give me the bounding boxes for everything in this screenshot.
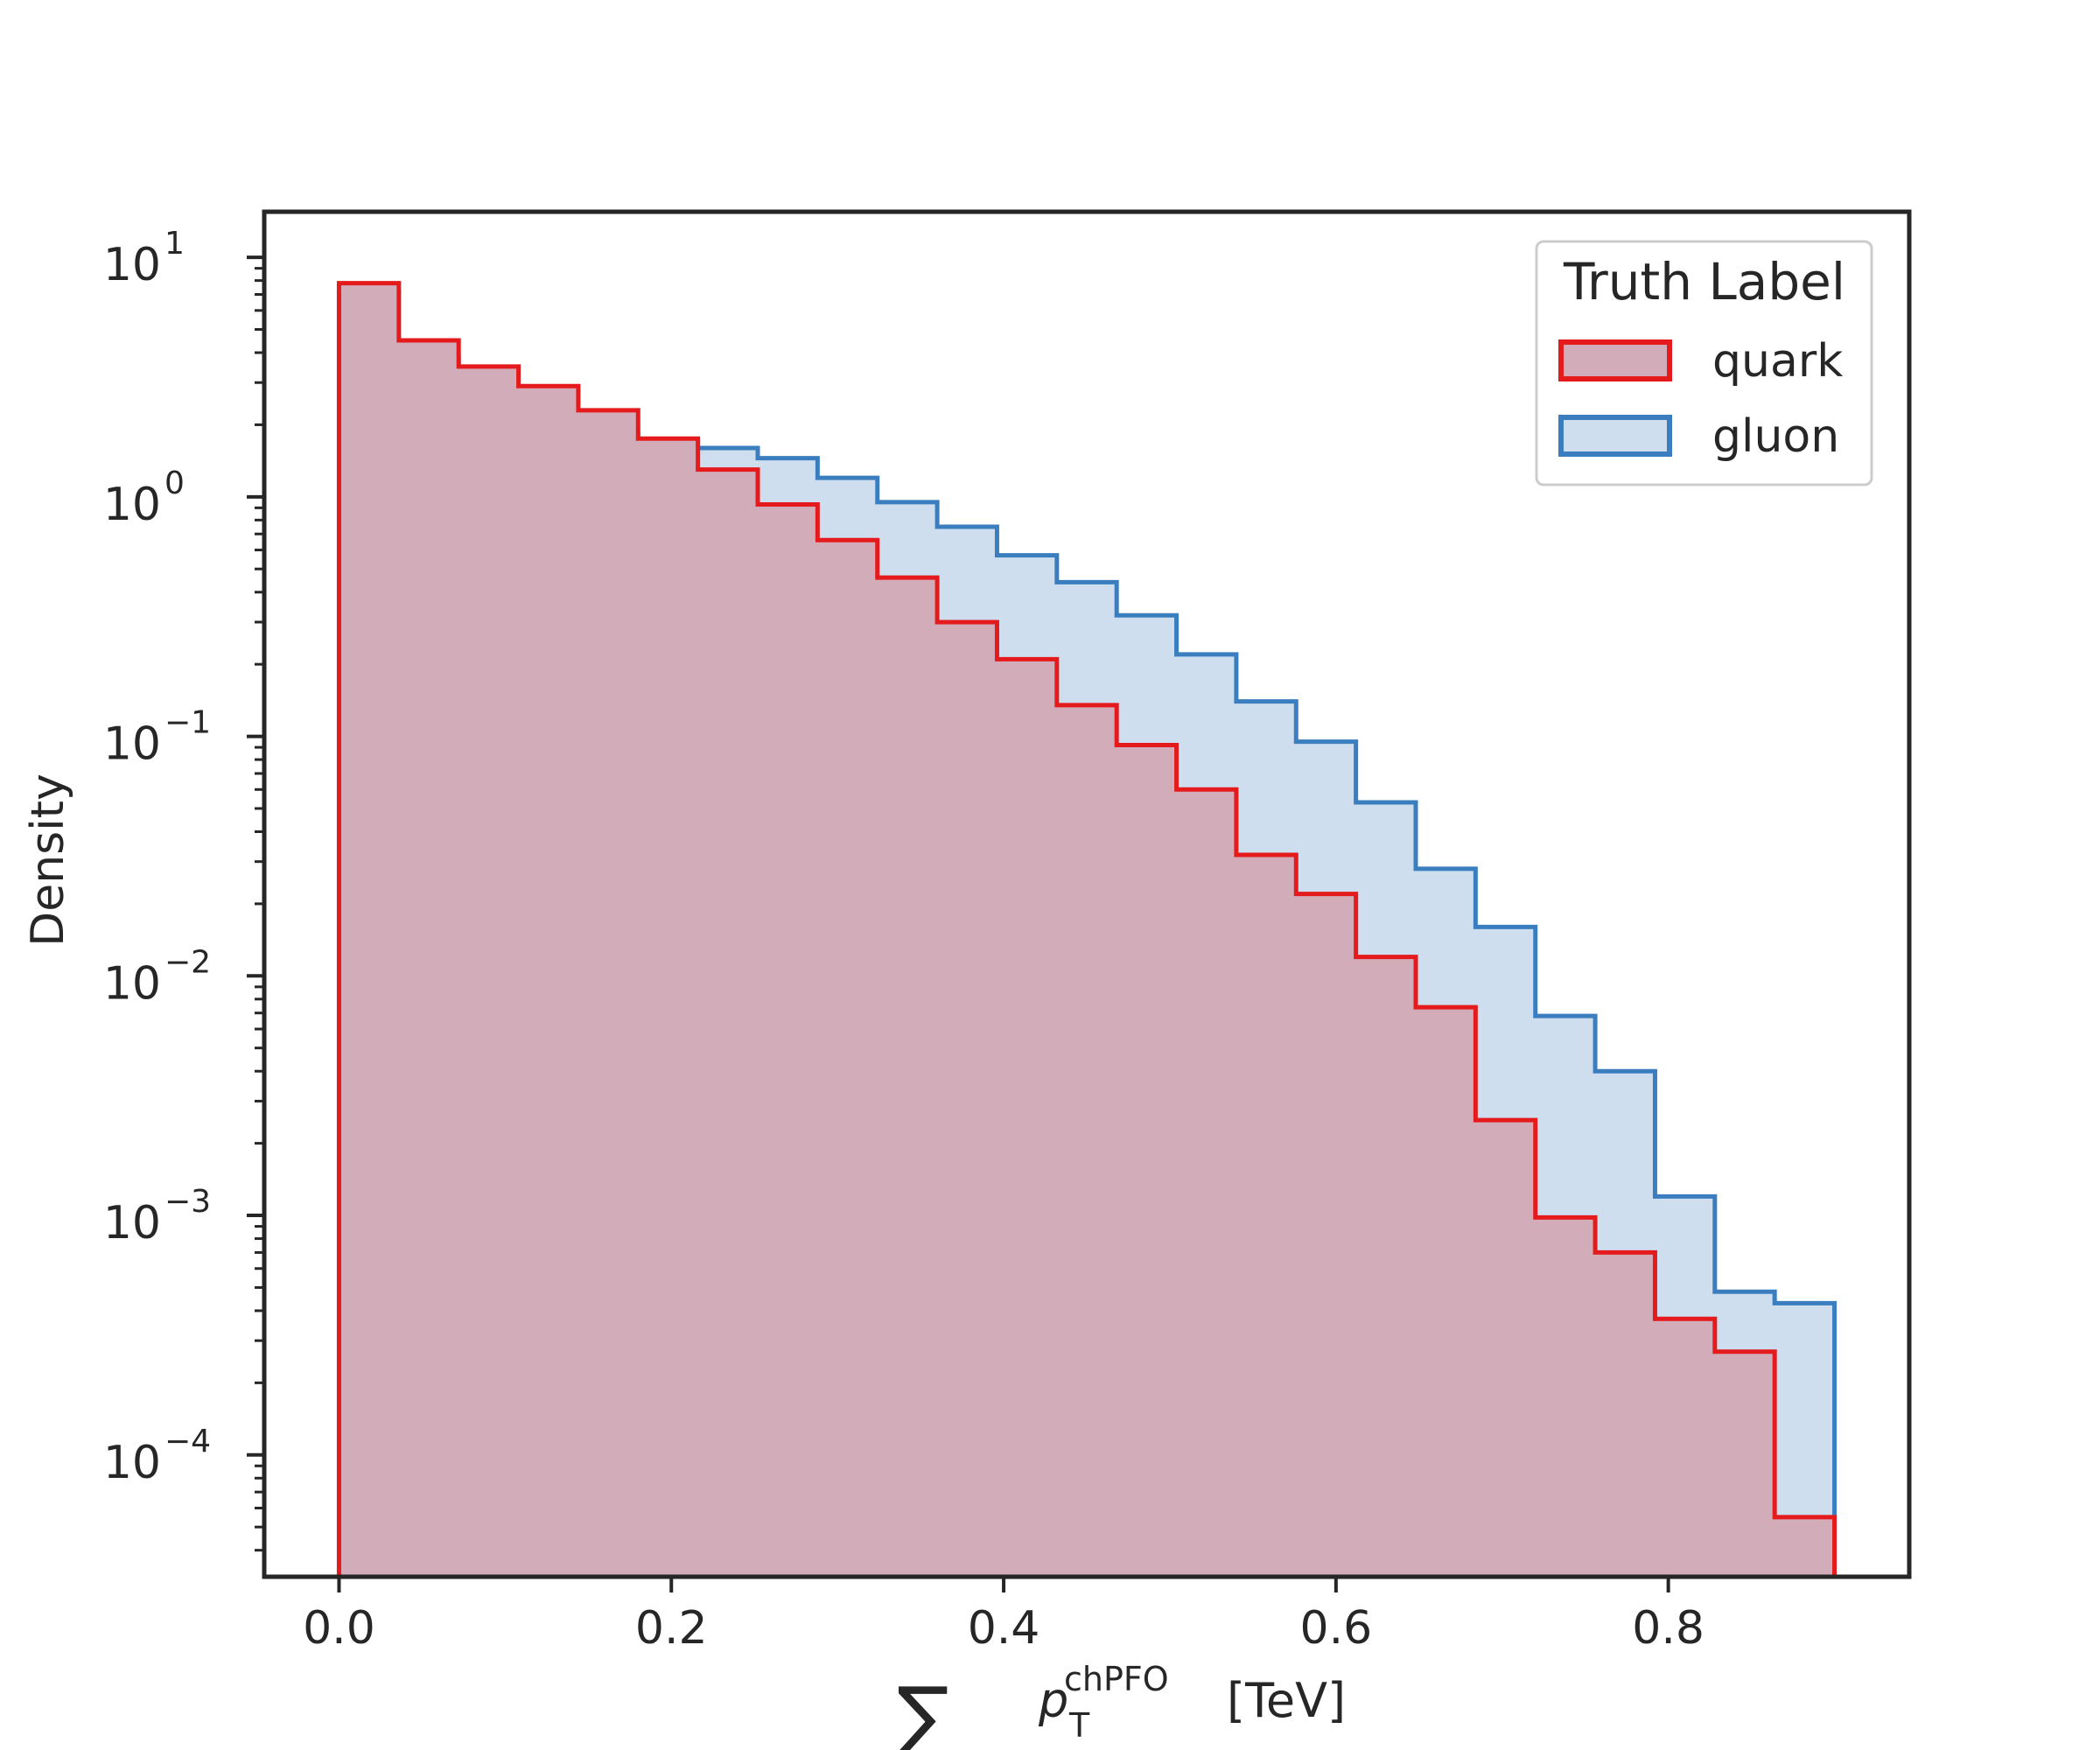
x-tick-label: 0.4 <box>968 1602 1040 1655</box>
quark-bin <box>1416 1007 1476 1577</box>
y-tick-label-exponent: −3 <box>164 1184 211 1220</box>
y-tick-label-exponent: −1 <box>164 705 211 741</box>
legend-swatch-quark <box>1558 340 1672 382</box>
y-tick-label: 10 <box>103 957 161 1010</box>
quark-bin <box>339 283 400 1577</box>
plot-frame <box>262 209 1912 1579</box>
y-tick-label-exponent: −4 <box>164 1424 211 1460</box>
x-tick-label: 0.6 <box>1299 1602 1372 1655</box>
legend-swatch-gluon <box>1558 415 1672 457</box>
series-quark <box>336 281 1838 1578</box>
quark-bin <box>997 659 1058 1578</box>
quark-bin <box>1116 745 1178 1577</box>
legend-label-quark: quark <box>1712 335 1843 388</box>
x-axis-label-subscript: T <box>1068 1706 1090 1745</box>
quark-bin <box>1535 1217 1596 1577</box>
quark-bin <box>1296 893 1357 1577</box>
x-axis-label-superscript: chPFO <box>1064 1660 1169 1698</box>
quark-bin <box>398 340 459 1578</box>
quark-bin <box>1355 956 1417 1577</box>
y-tick-label: 10 <box>103 1437 161 1489</box>
x-tick-label: 0.8 <box>1632 1602 1704 1655</box>
x-axis-label-unit: [TeV] <box>1227 1673 1346 1728</box>
quark-bin <box>1056 704 1117 1577</box>
x-axis-label-sum-symbol: ∑ <box>897 1670 950 1750</box>
y-tick-label-exponent: 1 <box>164 226 185 262</box>
quark-bin <box>518 386 579 1577</box>
x-tick-label: 0.0 <box>303 1602 375 1655</box>
quark-bin <box>458 366 520 1578</box>
quark-bin <box>638 438 699 1578</box>
y-tick-label: 10 <box>103 1197 161 1250</box>
quark-step-line <box>336 281 1838 1577</box>
quark-bin <box>1475 1120 1536 1577</box>
y-tick-label-exponent: −2 <box>164 944 211 980</box>
quark-bin <box>1655 1319 1716 1577</box>
legend: Truth Label quark gluon <box>1535 240 1873 486</box>
y-tick-label: 10 <box>103 718 161 771</box>
quark-bin <box>697 469 759 1577</box>
quark-bin <box>758 504 818 1577</box>
quark-bin <box>1176 789 1237 1577</box>
legend-label-gluon: gluon <box>1712 410 1839 463</box>
x-tick-label: 0.2 <box>635 1602 708 1655</box>
quark-bin <box>877 578 938 1577</box>
quark-bin <box>1236 855 1297 1577</box>
y-tick-label: 10 <box>103 239 161 291</box>
y-tick-label-exponent: 0 <box>164 466 185 501</box>
quark-bin <box>937 621 998 1577</box>
legend-title: Truth Label <box>1563 252 1845 312</box>
quark-bin <box>817 540 878 1578</box>
quark-bin <box>1714 1351 1775 1577</box>
quark-bin <box>578 410 639 1577</box>
x-axis-label: ∑ p chPFO T [TeV] <box>897 1660 1346 1750</box>
quark-bin <box>1595 1252 1656 1577</box>
quark-bin <box>1774 1516 1836 1577</box>
x-axis-label-variable: p <box>1038 1673 1068 1728</box>
y-axis-label: Density <box>22 774 74 947</box>
y-tick-label: 10 <box>103 479 161 531</box>
